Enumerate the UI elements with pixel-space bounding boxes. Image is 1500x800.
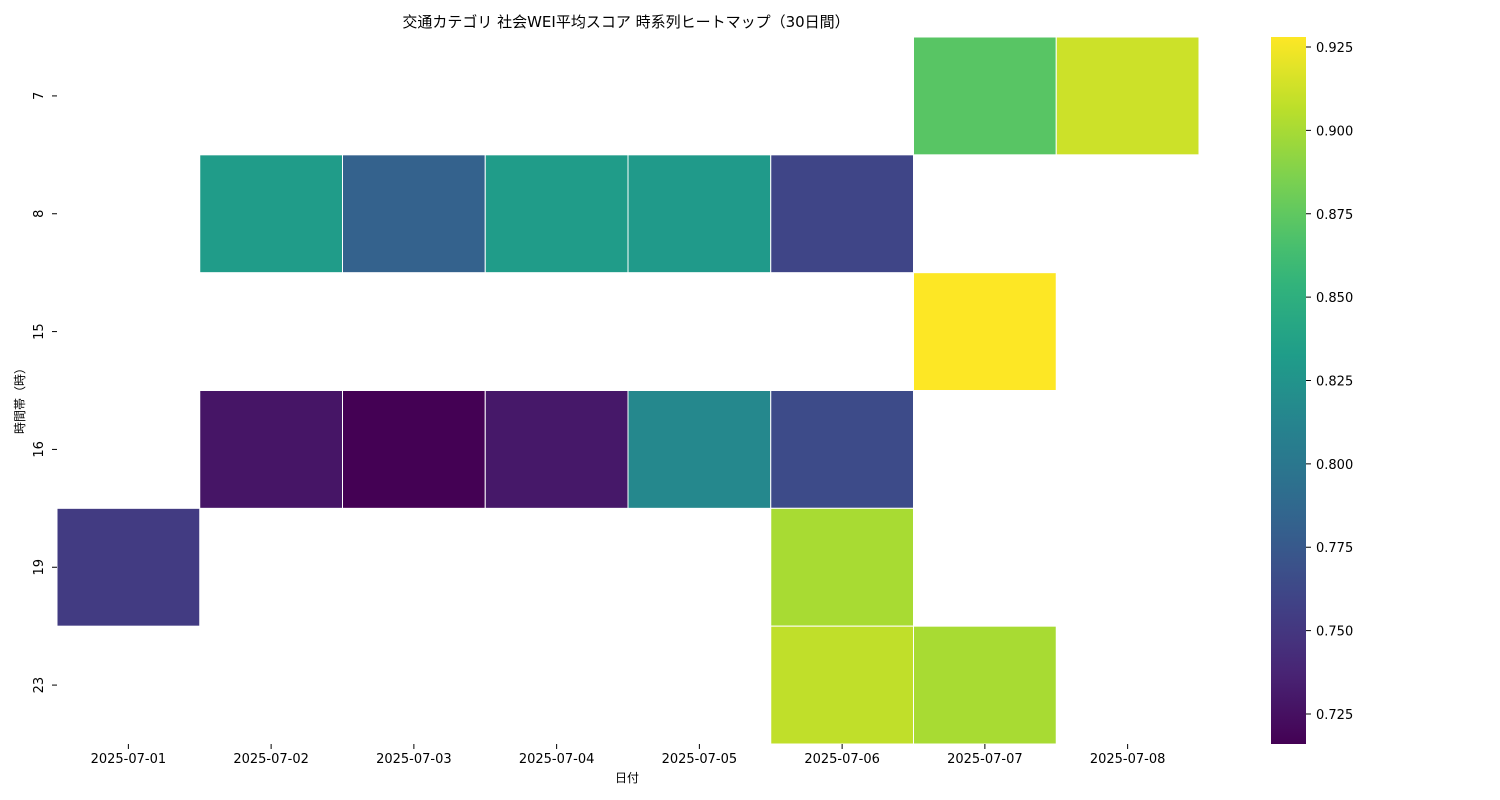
y-tick-label: 16 — [32, 441, 47, 458]
colorbar-tick-label: 0.875 — [1316, 208, 1353, 223]
heatmap-cell — [484, 154, 629, 274]
x-tick-label: 2025-07-04 — [519, 752, 595, 767]
x-axis-label: 日付 — [615, 771, 639, 785]
chart-title: 交通カテゴリ 社会WEI平均スコア 時系列ヒートマップ（30日間） — [402, 13, 849, 31]
heatmap-cell — [484, 390, 629, 509]
colorbar-tick-label: 0.925 — [1316, 41, 1353, 56]
y-tick-label: 15 — [32, 323, 47, 340]
heatmap-cell — [1055, 36, 1200, 156]
y-axis-label: 時間帯（時） — [13, 362, 27, 434]
heatmap-cells — [56, 36, 1200, 745]
colorbar-tick-label: 0.800 — [1316, 458, 1353, 473]
colorbar-tick-label: 0.750 — [1316, 625, 1353, 640]
x-tick-label: 2025-07-06 — [804, 752, 880, 767]
y-axis-ticks: 7 8 15 16 19 23 — [32, 92, 57, 694]
heatmap-cell — [770, 507, 914, 627]
y-tick-label: 8 — [32, 210, 47, 218]
heatmap-cell — [342, 390, 486, 509]
y-tick-label: 7 — [32, 92, 47, 100]
heatmap-cell — [770, 390, 914, 509]
heatmap-cell — [627, 390, 772, 509]
colorbar — [1271, 37, 1306, 744]
colorbar-tick-label: 0.900 — [1316, 124, 1353, 139]
heatmap-cell — [913, 272, 1057, 391]
heatmap-cell — [913, 36, 1057, 156]
x-tick-label: 2025-07-02 — [233, 752, 309, 767]
x-tick-label: 2025-07-08 — [1090, 752, 1166, 767]
colorbar-tick-label: 0.775 — [1316, 541, 1353, 556]
colorbar-tick-label: 0.725 — [1316, 708, 1353, 723]
x-tick-label: 2025-07-01 — [91, 752, 167, 767]
heatmap-cell — [56, 507, 201, 627]
colorbar-tick-label: 0.825 — [1316, 374, 1353, 389]
heatmap-cell — [770, 154, 914, 274]
heatmap-cell — [199, 390, 343, 509]
x-tick-label: 2025-07-03 — [376, 752, 452, 767]
heatmap-cell — [342, 154, 486, 274]
heatmap-cell — [627, 154, 772, 274]
heatmap-cell — [199, 154, 343, 274]
x-tick-label: 2025-07-07 — [947, 752, 1023, 767]
y-tick-label: 23 — [32, 677, 47, 694]
x-axis-ticks: 2025-07-01 2025-07-02 2025-07-03 2025-07-04… — [91, 744, 1166, 767]
y-tick-label: 19 — [32, 559, 47, 576]
x-tick-label: 2025-07-05 — [662, 752, 738, 767]
colorbar-ticks: 0.725 0.750 0.775 0.800 0.825 0.850 0.875 0.900… — [1306, 41, 1353, 723]
heatmap-cell — [913, 625, 1057, 745]
colorbar-tick-label: 0.850 — [1316, 291, 1353, 306]
heatmap-cell — [770, 625, 914, 745]
